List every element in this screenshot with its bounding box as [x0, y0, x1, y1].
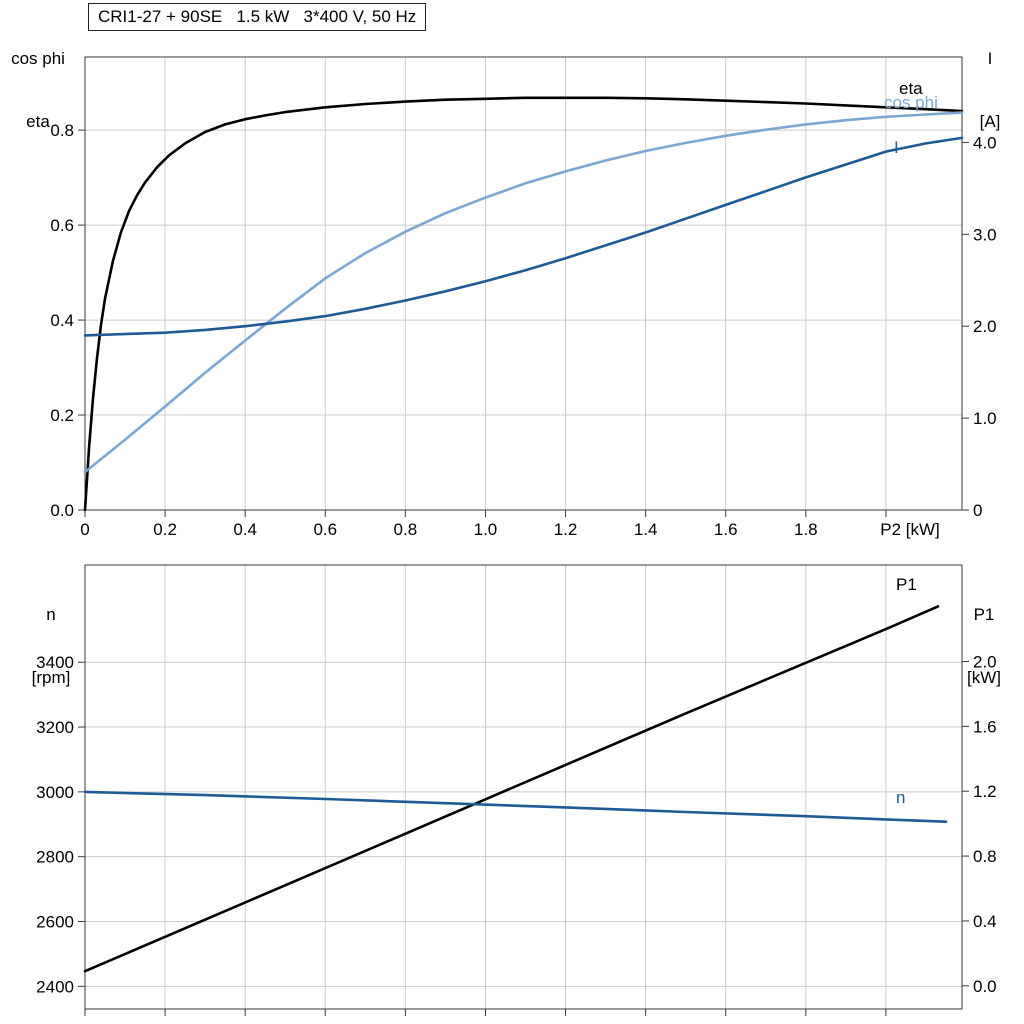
- svg-text:P2 [kW]: P2 [kW]: [880, 520, 940, 539]
- svg-text:2800: 2800: [36, 848, 74, 867]
- svg-text:0.0: 0.0: [50, 501, 74, 520]
- svg-text:2400: 2400: [36, 977, 74, 996]
- p1-curve-label: P1: [896, 575, 917, 594]
- svg-text:0.6: 0.6: [313, 520, 337, 539]
- left-axis-line2: eta: [26, 112, 50, 131]
- svg-text:1.6: 1.6: [973, 717, 997, 736]
- right-axis-line1: I: [987, 49, 993, 68]
- svg-text:0.4: 0.4: [973, 912, 997, 931]
- chart-title-box: CRI1-27 + 90SE 1.5 kW 3*400 V, 50 Hz: [88, 3, 427, 31]
- svg-text:0.8: 0.8: [394, 520, 418, 539]
- right-axis-line2: [A]: [979, 112, 1001, 131]
- svg-text:0.0: 0.0: [973, 977, 997, 996]
- cos-phi-curve-label: cos phi: [884, 93, 938, 112]
- svg-text:0: 0: [80, 520, 89, 539]
- svg-text:2600: 2600: [36, 912, 74, 931]
- speed-axis-line2: [rpm]: [31, 668, 71, 687]
- speed-axis-line1: n: [46, 605, 56, 624]
- top-right-axis-header: I [A]: [962, 6, 1018, 174]
- bottom-chart-svg: 2400 2600 2800 3000 3200 3400 0.0 0.4 0.8 1.2 1.6 2…: [36, 564, 997, 1016]
- svg-text:2.0: 2.0: [973, 652, 997, 671]
- top-chart-svg: 0.0 0.2 0.4 0.6 0.8 0 1.0 2.0 3.0 4.0 0 0.2 0.4 0.6 0.…: [50, 56, 997, 539]
- svg-text:4.0: 4.0: [973, 133, 997, 152]
- svg-text:0.8: 0.8: [50, 121, 74, 140]
- svg-text:1.8: 1.8: [794, 520, 818, 539]
- svg-text:0.2: 0.2: [50, 406, 74, 425]
- svg-text:0.4: 0.4: [50, 311, 74, 330]
- bottom-left-axis-header: n [rpm]: [18, 562, 84, 730]
- speed-curve-label: n: [896, 788, 906, 807]
- svg-text:1.2: 1.2: [973, 782, 997, 801]
- svg-text:1.0: 1.0: [474, 520, 498, 539]
- svg-text:1.0: 1.0: [973, 409, 997, 428]
- top-left-axis-header: cos phi eta: [6, 6, 70, 174]
- svg-text:0.4: 0.4: [233, 520, 257, 539]
- left-axis-line1: cos phi: [11, 49, 65, 68]
- svg-text:2.0: 2.0: [973, 317, 997, 336]
- eta-curve-label: eta: [899, 79, 923, 98]
- p1-axis-line2: [kW]: [967, 668, 1001, 687]
- bottom-right-axis-header: P1 [kW]: [952, 562, 1016, 730]
- svg-text:0: 0: [973, 501, 982, 520]
- svg-text:1.2: 1.2: [554, 520, 578, 539]
- svg-text:3000: 3000: [36, 783, 74, 802]
- p1-axis-line1: P1: [973, 605, 995, 624]
- svg-text:0.8: 0.8: [973, 847, 997, 866]
- svg-text:3400: 3400: [36, 653, 74, 672]
- svg-text:1.4: 1.4: [634, 520, 658, 539]
- svg-text:0.2: 0.2: [153, 520, 177, 539]
- current-curve-label: I: [894, 138, 899, 157]
- svg-text:1.6: 1.6: [714, 520, 738, 539]
- svg-text:3.0: 3.0: [973, 225, 997, 244]
- svg-text:3200: 3200: [36, 718, 74, 737]
- svg-text:0.6: 0.6: [50, 216, 74, 235]
